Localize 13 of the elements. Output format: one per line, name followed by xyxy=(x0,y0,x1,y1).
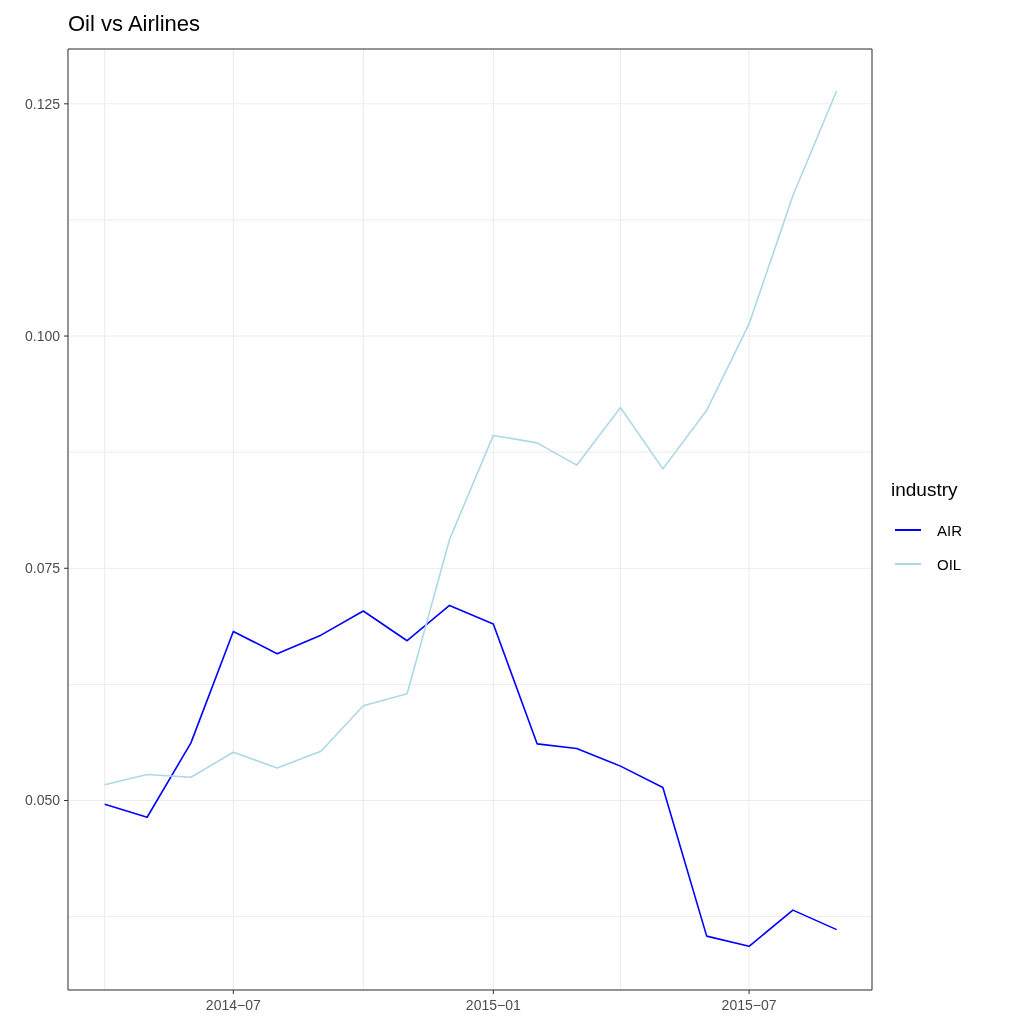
y-tick-label: 0.050 xyxy=(24,792,61,809)
legend-label: AIR xyxy=(937,521,963,539)
legend-title: industry xyxy=(891,479,959,501)
x-tick-label: 2015−01 xyxy=(465,997,521,1013)
line-series xyxy=(103,90,838,786)
chart-title: Oil vs Airlines xyxy=(68,10,202,38)
y-tick-label: 0.075 xyxy=(24,560,61,577)
y-tick-label: 0.125 xyxy=(24,95,61,112)
legend-label: OIL xyxy=(937,555,962,573)
y-tick-label: 0.100 xyxy=(24,328,61,345)
line-series xyxy=(103,604,838,948)
x-tick-label: 2014−07 xyxy=(205,997,261,1013)
x-tick-label: 2015−07 xyxy=(721,997,777,1013)
